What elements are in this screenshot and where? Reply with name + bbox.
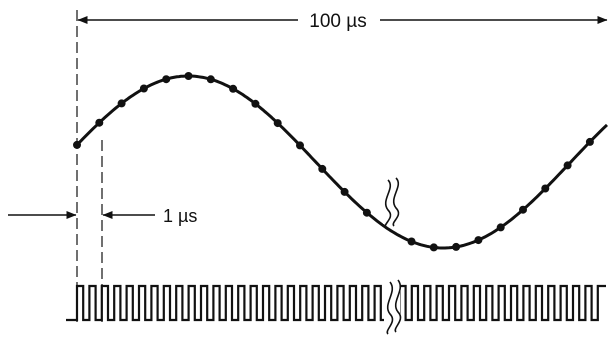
sample-dot [474, 236, 483, 245]
sample-dot [139, 84, 148, 93]
waveform-break-mark-2 [392, 177, 400, 227]
period-label: 100 µs [309, 11, 366, 32]
sample-clock-pulse-train [66, 284, 606, 322]
sample-dot [340, 187, 349, 196]
sample-dot [407, 237, 416, 246]
sample-dot [519, 205, 527, 214]
sample-dot [296, 141, 304, 150]
sample-interval-label: 1 µs [163, 206, 197, 226]
sample-dot [496, 223, 505, 232]
sample-dot [251, 99, 260, 108]
sample-dot [585, 137, 594, 146]
sample-dot [541, 184, 550, 193]
sample-dot [95, 118, 104, 127]
sample-dot [73, 140, 81, 149]
sample-dot [362, 208, 371, 217]
sample-dot [452, 242, 461, 251]
pulse-break-mark-2 [394, 279, 402, 333]
sample-dot [206, 75, 215, 84]
sample-points [73, 72, 594, 252]
sine-waveform [75, 74, 608, 250]
sample-dot [229, 84, 238, 93]
pulse-break-gap [384, 280, 400, 335]
sample-dot [429, 243, 438, 252]
sample-dot [563, 161, 572, 170]
sample-dot [273, 119, 282, 128]
pulse-break-mark-1 [386, 281, 394, 335]
waveform-break-mark-1 [384, 179, 392, 229]
sample-dot [184, 72, 193, 80]
sample-dot [117, 99, 126, 108]
sample-dot [318, 164, 327, 173]
sample-dot [162, 75, 171, 84]
